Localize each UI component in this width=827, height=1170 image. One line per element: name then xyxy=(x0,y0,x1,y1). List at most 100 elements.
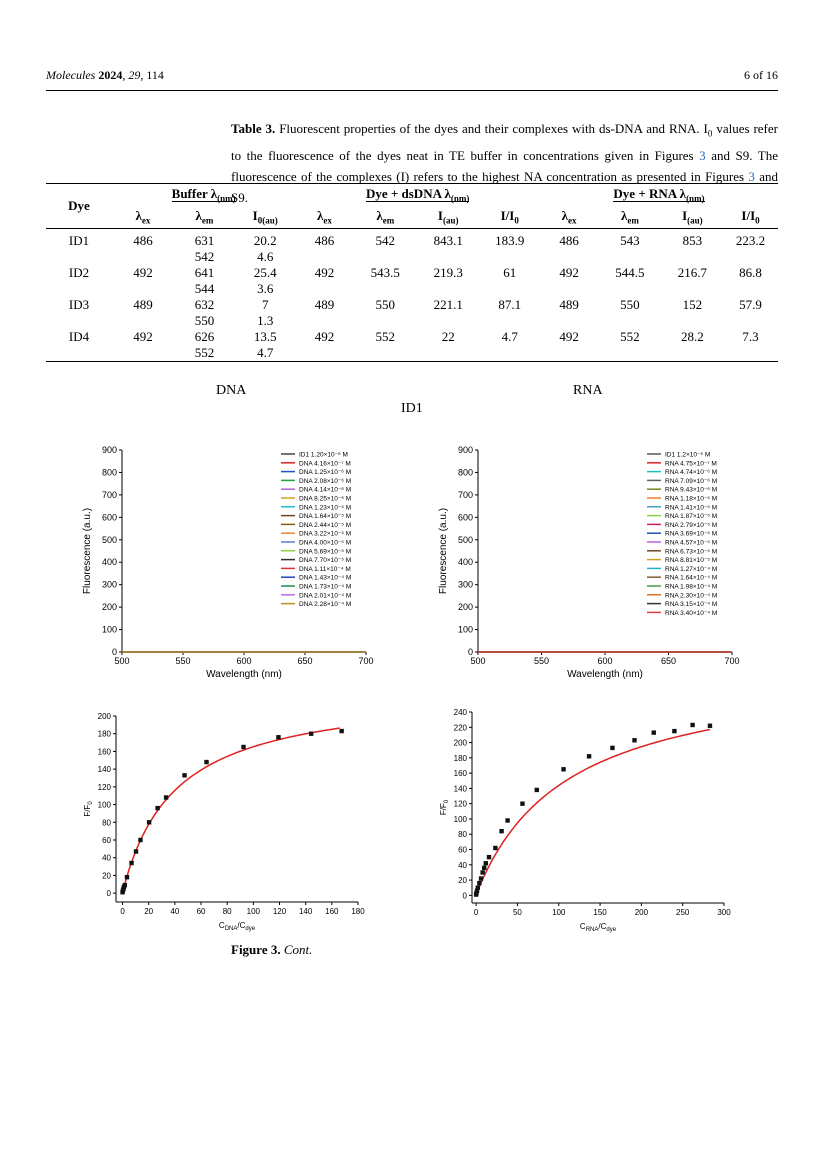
x-tick-label: 700 xyxy=(358,656,373,666)
table-cell: 219.3 xyxy=(433,265,463,280)
x-tick-label: 500 xyxy=(470,656,485,666)
data-point xyxy=(561,767,566,772)
figure-ref-link[interactable]: 3 xyxy=(699,147,706,163)
table-cell xyxy=(479,249,540,265)
data-point xyxy=(133,849,139,854)
x-tick-label: 250 xyxy=(676,908,690,917)
legend-entry: DNA 1.43×10⁻⁴ M xyxy=(299,575,351,582)
dna-binding-chart: 0 20 40 60 80 100 120 140 160 180 0 20 40 60 80 100 120 1… xyxy=(83,712,365,932)
table-row: ID4 492 626 13.5 492 552 22 4.7 492 552 28.2 7.3 xyxy=(46,329,778,345)
table-row: ID3 489 632 7 489 550 221.1 87.1 489 550 152 57.9 xyxy=(46,297,778,313)
x-tick-label: 60 xyxy=(197,907,206,916)
x-tick-label: 550 xyxy=(534,656,549,666)
y-tick-label: 900 xyxy=(458,445,473,455)
x-tick-label: 40 xyxy=(170,907,179,916)
table-cell xyxy=(598,313,661,329)
x-tick-label: 100 xyxy=(552,908,566,917)
figure-ref-link[interactable]: 3 xyxy=(748,168,755,184)
data-point xyxy=(138,837,143,843)
table-cell xyxy=(417,313,479,329)
data-point xyxy=(339,728,344,734)
data-point xyxy=(478,876,484,881)
data-point xyxy=(163,795,169,800)
y-tick-label: 700 xyxy=(102,490,117,500)
y-axis-label: F/F0 xyxy=(83,801,94,817)
table-cell xyxy=(540,281,598,297)
table-cell: 87.1 xyxy=(498,297,522,312)
label-rna: RNA xyxy=(573,383,603,398)
y-axis-label: F/F0 xyxy=(439,799,450,815)
x-tick-label: 600 xyxy=(597,656,612,666)
x-tick-label: 650 xyxy=(297,656,312,666)
table-cell xyxy=(295,249,353,265)
label-dna: DNA xyxy=(216,383,247,398)
table-cell xyxy=(662,281,724,297)
legend-entry: RNA 3.15×10⁻⁴ M xyxy=(665,601,717,608)
group-buffer: Buffer λ(nm) xyxy=(111,183,296,206)
legend-entry: RNA 1.87×10⁻⁵ M xyxy=(665,513,717,520)
y-tick-label: 500 xyxy=(102,535,117,545)
data-point xyxy=(486,854,492,860)
dna-spectra-chart: 500 550 600 650 700 0 100 200 300 400 500 600 700 800… xyxy=(82,445,374,680)
table-cell xyxy=(112,249,174,265)
data-point xyxy=(241,744,246,750)
table-cell xyxy=(662,313,724,329)
table-cell xyxy=(540,313,598,329)
table-cell: 550 xyxy=(620,297,640,312)
table-cell: 544 xyxy=(194,281,215,296)
y-tick-label: 500 xyxy=(458,535,473,545)
table-cell xyxy=(479,281,540,297)
table-cell xyxy=(354,249,417,265)
table-cell: 492 xyxy=(559,265,579,280)
x-tick-label: 500 xyxy=(114,656,129,666)
data-point xyxy=(124,875,130,880)
legend-entry: RNA 2.79×10⁻⁵ M xyxy=(665,522,717,529)
table-cell: 843.1 xyxy=(433,233,463,248)
y-tick-label: 300 xyxy=(458,580,473,590)
data-point xyxy=(483,861,488,866)
table-cell: 7.3 xyxy=(742,329,759,344)
table-cell: 492 xyxy=(133,265,153,280)
table-row: 544 3.6 xyxy=(46,281,778,297)
rna-binding-chart: 0 50 100 150 200 250 300 0 20 40 60 80 100 120 140 160 1… xyxy=(439,708,731,933)
legend-entry: DNA 2.08×10⁻⁶ M xyxy=(299,478,351,485)
table-cell xyxy=(723,313,778,329)
table-cell: 853 xyxy=(682,233,703,248)
legend-entry: RNA 1.64×10⁻⁴ M xyxy=(665,575,717,582)
table-cell: 492 xyxy=(314,265,335,280)
data-point xyxy=(129,860,134,866)
col-header: λex xyxy=(111,206,174,229)
data-point xyxy=(475,885,480,890)
data-point xyxy=(632,738,637,743)
table-cell: 4.7 xyxy=(501,329,518,344)
figure-caption: Figure 3. Cont. xyxy=(231,942,313,957)
table-cell: 221.1 xyxy=(433,297,463,312)
x-axis-label: Wavelength (nm) xyxy=(567,669,643,680)
y-tick-label: 400 xyxy=(458,557,473,567)
y-tick-label: 100 xyxy=(458,625,473,635)
table-cell xyxy=(295,281,353,297)
table-cell xyxy=(723,249,778,265)
legend-entry: RNA 4.75×10⁻⁷ M xyxy=(665,460,717,467)
data-point xyxy=(474,888,480,893)
data-point xyxy=(690,722,695,728)
y-tick-label: 140 xyxy=(454,784,468,793)
y-tick-label: 0 xyxy=(468,647,473,657)
legend-entry: ID1 1.20×10⁻⁶ M xyxy=(299,452,348,459)
y-tick-label: 200 xyxy=(102,602,117,612)
table-row: 552 4.7 xyxy=(46,345,778,362)
y-tick-label: 160 xyxy=(98,747,112,756)
y-tick-label: 180 xyxy=(98,730,112,739)
legend-entry: RNA 3.40×10⁻⁴ M xyxy=(665,610,717,617)
table-cell xyxy=(479,345,540,362)
table-row: ID1 486 631 20.2 486 542 843.1 183.9 486 543 853 22… xyxy=(46,229,778,250)
y-tick-label: 600 xyxy=(458,512,473,522)
table-cell xyxy=(723,281,778,297)
table-cell: 544.5 xyxy=(615,265,645,280)
x-tick-label: 160 xyxy=(325,907,339,916)
col-header: λex xyxy=(295,206,354,229)
x-tick-label: 300 xyxy=(717,908,731,917)
table-cell: 543 xyxy=(620,233,640,248)
table-cell: 4.6 xyxy=(257,249,274,264)
table-cell xyxy=(723,345,778,362)
